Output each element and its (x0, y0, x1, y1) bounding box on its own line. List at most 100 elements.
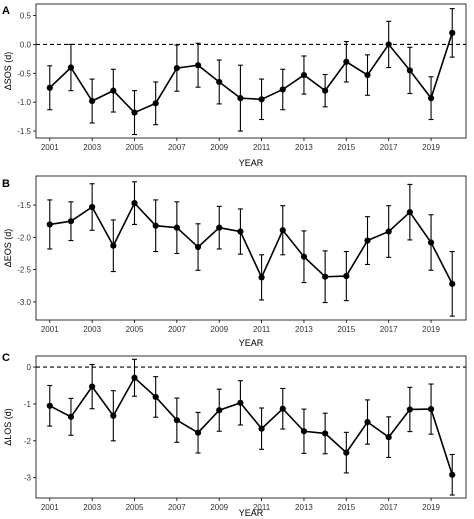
x-tick-label: 2009 (210, 503, 228, 512)
plot-frame-a (35, 3, 467, 139)
data-points-b (46, 200, 456, 287)
y-tick-label: -1.5 (17, 127, 31, 136)
data-point (279, 405, 286, 412)
data-point (364, 71, 371, 79)
x-tick-label: 2019 (422, 503, 440, 512)
data-point (406, 209, 413, 216)
data-point (131, 374, 138, 381)
data-point (67, 413, 75, 420)
data-point (152, 100, 159, 107)
data-point (322, 430, 329, 437)
data-point (385, 434, 392, 441)
panel-c: C -3-2-10 2001 2003 2005 2007 2009 2011 2013 20… (2, 352, 467, 518)
y-tick-label: 0 (27, 363, 32, 372)
data-point (300, 253, 308, 260)
data-point (194, 62, 202, 69)
data-point (427, 239, 435, 246)
data-point (343, 449, 350, 456)
x-tick-label: 2019 (422, 325, 440, 334)
y-tick-label: -1 (24, 400, 32, 409)
panel-a: A -1.5-1.0-0.50.00.5 2001 2003 2005 2007 200… (2, 3, 467, 168)
x-tick-label: 2019 (422, 143, 440, 152)
data-point (46, 402, 53, 409)
x-tick-label: 2013 (295, 325, 313, 334)
y-tick-label: 0.0 (20, 40, 32, 49)
plot-frame-b (35, 175, 467, 321)
data-point (110, 412, 117, 419)
series-line-a (49, 32, 453, 114)
x-tick-label: 2001 (41, 325, 59, 334)
y-tick-label: -3.0 (17, 298, 31, 307)
error-bars-a (47, 8, 455, 136)
data-point (258, 425, 265, 432)
x-tick-label: 2017 (380, 143, 398, 152)
x-tick-label: 2005 (126, 503, 144, 512)
y-tick-label: -1.5 (17, 201, 31, 210)
data-point (300, 428, 308, 435)
y-tick-label: 0.5 (20, 12, 32, 21)
y-axis-title-b: ΔEOS (d) (3, 229, 13, 268)
x-tick-label: 2015 (337, 325, 355, 334)
data-point (427, 95, 435, 102)
data-point (89, 203, 96, 211)
data-point (322, 273, 329, 280)
x-tick-label: 2007 (168, 503, 186, 512)
series-line-b (49, 201, 453, 285)
data-point (67, 64, 75, 71)
x-tick-label: 2009 (210, 143, 228, 152)
data-point (237, 228, 244, 235)
x-axis-title-b: YEAR (239, 338, 264, 348)
x-tick-label: 2015 (337, 503, 355, 512)
x-tick-label: 2011 (253, 503, 271, 512)
plot-frame-c (35, 355, 467, 499)
y-tick-label: -1.0 (17, 98, 31, 107)
y-tick-label: -2.0 (17, 233, 31, 242)
data-point (343, 272, 350, 280)
x-tick-label: 2017 (380, 503, 398, 512)
panel-label-b: B (2, 178, 10, 190)
data-point (110, 87, 117, 94)
data-point (216, 224, 223, 231)
x-tick-label: 2009 (210, 325, 228, 334)
panel-label-a: A (2, 5, 10, 17)
x-tick-label: 2001 (41, 503, 59, 512)
data-point (131, 109, 138, 116)
x-tick-label: 2001 (41, 143, 59, 152)
data-point (131, 200, 138, 207)
data-point (258, 274, 265, 281)
y-axis-ticks-b: -3.0 -2.5 -2.0 -1.5 (17, 201, 36, 307)
data-point (194, 429, 202, 436)
error-bars-c (47, 358, 455, 496)
data-points-a (46, 29, 456, 116)
x-axis-title-c: YEAR (239, 508, 264, 518)
data-point (449, 280, 456, 287)
x-tick-label: 2011 (253, 325, 271, 334)
data-point (237, 95, 244, 102)
x-tick-label: 2003 (83, 325, 101, 334)
x-axis-ticks-c: 2001 2003 2005 2007 2009 2011 2013 2015 2017 2019 (41, 498, 440, 512)
panel-b: B -3.0-2.5-2.0-1.5 2001 2003 2005 2007 2009 2… (2, 175, 467, 348)
data-point (322, 87, 329, 94)
x-tick-label: 2005 (126, 325, 144, 334)
panel-label-c: C (2, 352, 10, 364)
data-point (89, 383, 96, 390)
x-axis-ticks-a: 2001 2003 2005 2007 2009 2011 2013 2015 2017 2019 (41, 138, 440, 152)
x-tick-label: 2003 (83, 143, 101, 152)
data-point (385, 228, 392, 235)
x-tick-label: 2005 (126, 143, 144, 152)
y-axis-title-a: ΔSOS (d) (3, 52, 13, 91)
data-point (152, 222, 159, 229)
x-tick-label: 2011 (253, 143, 271, 152)
x-tick-label: 2015 (337, 143, 355, 152)
data-point (173, 417, 180, 424)
data-point (279, 86, 286, 93)
x-axis-title-a: YEAR (239, 158, 264, 168)
data-point (89, 97, 96, 105)
data-point (67, 218, 75, 225)
data-point (173, 65, 180, 72)
data-point (406, 67, 413, 74)
y-tick-label: -2.5 (17, 266, 31, 275)
error-bars-b (47, 181, 455, 317)
data-point (216, 407, 223, 414)
y-axis-title-c: ΔLOS (d) (3, 408, 13, 446)
